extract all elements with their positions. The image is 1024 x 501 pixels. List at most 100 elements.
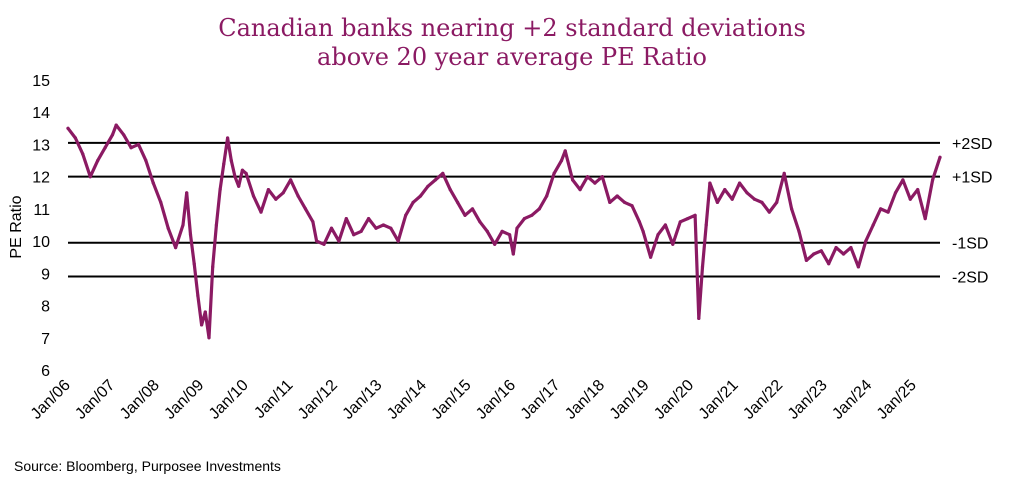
data-point xyxy=(649,255,653,259)
data-point xyxy=(879,207,883,211)
data-point xyxy=(478,220,482,224)
series-points xyxy=(66,123,942,340)
data-point xyxy=(329,226,334,230)
data-point xyxy=(240,168,244,172)
data-point xyxy=(181,223,185,227)
data-point xyxy=(470,207,475,211)
data-point xyxy=(908,197,912,201)
data-point xyxy=(715,200,720,204)
data-point xyxy=(166,226,170,230)
data-point xyxy=(630,204,634,208)
y-tick-label: 9 xyxy=(41,266,50,283)
data-point xyxy=(211,265,215,269)
y-axis: 6 7 8 9 10 11 12 13 14 15 xyxy=(32,73,50,380)
data-point xyxy=(344,217,348,221)
data-point xyxy=(456,200,460,204)
data-point xyxy=(200,323,204,327)
data-point xyxy=(322,242,326,246)
y-tick-label: 6 xyxy=(41,363,50,380)
data-point xyxy=(136,142,141,146)
data-point xyxy=(448,188,452,192)
data-point xyxy=(767,210,771,214)
x-tick-label: Jan/22 xyxy=(740,377,786,423)
data-point xyxy=(367,217,371,221)
data-point xyxy=(827,262,831,266)
data-point xyxy=(381,223,385,227)
data-point xyxy=(103,146,107,150)
data-point xyxy=(834,246,838,250)
data-point xyxy=(552,171,556,175)
x-tick-label: Jan/11 xyxy=(251,377,296,422)
data-point xyxy=(185,191,189,195)
data-point xyxy=(274,197,278,201)
x-tick-label: Jan/09 xyxy=(161,377,207,423)
data-point xyxy=(745,191,749,195)
y-tick-label: 12 xyxy=(32,170,50,187)
data-point xyxy=(281,191,285,195)
data-point xyxy=(901,178,905,182)
data-point xyxy=(693,213,697,217)
chart-title-line-1: Canadian banks nearing +2 standard devia… xyxy=(218,14,806,42)
data-point xyxy=(196,294,200,298)
x-tick-label: Jan/24 xyxy=(829,377,875,423)
data-point xyxy=(203,310,207,314)
data-point xyxy=(337,239,341,243)
x-tick-label: Jan/19 xyxy=(607,377,653,423)
ref-label-minus-1sd: -1SD xyxy=(952,236,988,253)
data-point xyxy=(129,146,133,150)
data-point xyxy=(571,178,575,182)
ref-label-plusminus-2sd: +2SD xyxy=(952,136,992,153)
x-tick-label: Jan/12 xyxy=(295,377,341,423)
data-point xyxy=(893,191,898,195)
data-point xyxy=(218,188,222,192)
y-tick-label: 13 xyxy=(32,137,50,154)
data-point xyxy=(931,178,935,182)
data-point xyxy=(938,155,942,159)
data-point xyxy=(207,336,211,340)
ref-label-plusminus-1sd: +1SD xyxy=(952,170,992,187)
data-point xyxy=(637,220,642,224)
data-point xyxy=(266,188,270,192)
x-tick-label: Jan/06 xyxy=(28,377,74,423)
data-point xyxy=(608,200,612,204)
data-point xyxy=(656,233,660,237)
chart-title: Canadian banks nearing +2 standard devia… xyxy=(0,14,1024,72)
x-tick-label: Jan/13 xyxy=(340,377,386,423)
std-dev-lines: +2SD +1SD -1SD -2SD xyxy=(68,136,992,287)
data-point xyxy=(600,175,604,179)
data-point xyxy=(433,178,437,182)
data-point xyxy=(81,152,85,156)
data-point xyxy=(500,229,504,233)
x-tick-label: Jan/25 xyxy=(874,377,920,423)
data-point xyxy=(559,159,564,163)
y-tick-label: 15 xyxy=(32,73,50,90)
data-point xyxy=(396,239,400,243)
data-point xyxy=(352,233,356,237)
data-point xyxy=(578,188,582,192)
y-tick-label: 10 xyxy=(32,234,50,251)
data-point xyxy=(697,316,701,320)
data-point xyxy=(229,159,233,163)
data-point xyxy=(159,200,163,204)
data-point xyxy=(122,133,126,137)
data-point xyxy=(723,188,727,192)
y-tick-label: 11 xyxy=(33,202,50,219)
data-point xyxy=(730,197,734,201)
data-point xyxy=(530,213,534,217)
data-point xyxy=(188,233,193,237)
data-point xyxy=(856,265,861,269)
data-point xyxy=(515,226,519,230)
data-point xyxy=(886,210,890,214)
data-point xyxy=(66,126,70,130)
x-tick-label: Jan/15 xyxy=(429,377,475,423)
data-point xyxy=(88,175,92,179)
x-tick-label: Jan/08 xyxy=(117,377,163,423)
data-point xyxy=(923,217,927,221)
data-point xyxy=(738,181,742,185)
data-point xyxy=(493,242,497,246)
data-point xyxy=(289,178,293,182)
data-point xyxy=(790,207,794,211)
data-point xyxy=(226,136,230,140)
data-point xyxy=(96,159,100,163)
